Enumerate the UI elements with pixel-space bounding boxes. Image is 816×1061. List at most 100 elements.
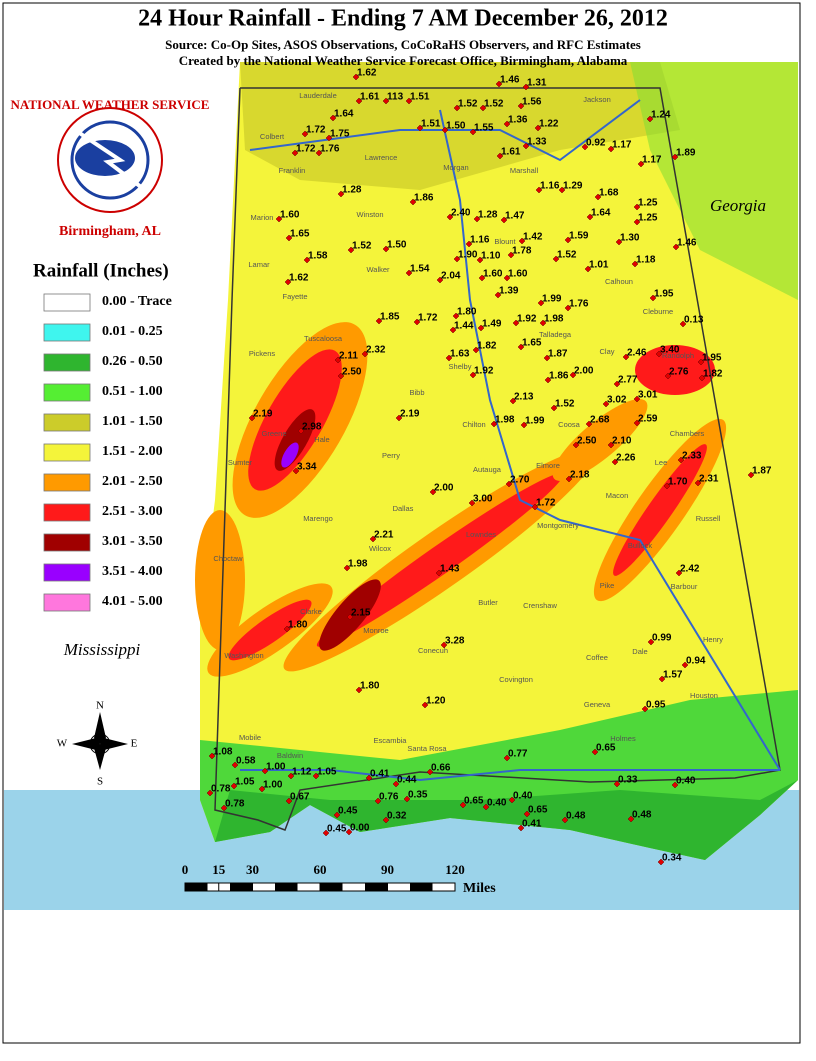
station-marker	[230, 782, 238, 790]
map-layer: Lauderdale Colbert Franklin Lawrence Morgan J…	[43, 68, 772, 896]
station-marker	[374, 797, 382, 805]
station-marker	[405, 269, 413, 277]
station-marker	[633, 395, 641, 403]
county-label: Bullock	[628, 541, 652, 550]
station-value: 1.51	[410, 92, 430, 103]
station-marker	[421, 701, 429, 709]
station-marker	[355, 686, 363, 694]
river	[439, 109, 781, 771]
scale-segment	[410, 883, 433, 891]
station-marker	[446, 213, 454, 221]
title: 24 Hour Rainfall - Ending 7 AM December …	[138, 6, 668, 32]
station-value: 1.24	[651, 110, 671, 121]
station-marker	[469, 128, 477, 136]
station-value: 1.62	[289, 273, 309, 284]
station-value: 1.52	[484, 99, 504, 110]
station-marker	[537, 299, 545, 307]
station-marker	[449, 326, 457, 334]
station-marker	[637, 160, 645, 168]
county-label: Lawrence	[365, 153, 398, 162]
station-value: 0.65	[464, 796, 484, 807]
station-value: 1.51	[421, 119, 441, 130]
heavy-bands	[195, 322, 727, 677]
river	[249, 99, 641, 162]
station-marker	[613, 780, 621, 788]
county-label: Fayette	[282, 292, 307, 301]
station-marker	[594, 193, 602, 201]
station-marker	[382, 97, 390, 105]
station-value: 1.12	[292, 767, 312, 778]
station-value: 3.28	[445, 636, 465, 647]
station-marker	[569, 371, 577, 379]
station-value: 3.02	[607, 395, 627, 406]
station-value: 0.94	[686, 656, 706, 667]
station-value: 1.22	[539, 119, 559, 130]
station-value: 2.19	[253, 409, 273, 420]
station-marker	[445, 354, 453, 362]
legend-swatch	[43, 383, 91, 402]
compass-label: N	[96, 700, 104, 712]
station-value: 2.46	[627, 348, 647, 359]
scale-label: 90	[381, 862, 394, 877]
station-value: 0.35	[408, 790, 428, 801]
station-marker	[508, 796, 516, 804]
station-marker	[677, 456, 685, 464]
county-label: Dale	[632, 647, 647, 656]
station-marker	[503, 274, 511, 282]
station-value: 1.87	[548, 349, 568, 360]
station-marker	[657, 858, 665, 866]
station-value: 1.60	[483, 269, 503, 280]
station-marker	[436, 276, 444, 284]
county-label: Macon	[606, 491, 629, 500]
station-marker	[647, 638, 655, 646]
station-value: 1.65	[290, 229, 310, 240]
compass-label: W	[57, 738, 68, 750]
station-marker	[347, 246, 355, 254]
state-boundary	[214, 87, 781, 831]
station-marker	[291, 149, 299, 157]
station-value: 1.39	[499, 286, 519, 297]
station-value: 113	[387, 92, 404, 103]
legend-label: 0.51 - 1.00	[102, 384, 163, 399]
legend-label: 2.01 - 2.50	[102, 474, 163, 489]
county-label: Barbour	[671, 582, 698, 591]
station-value: 1.76	[320, 144, 340, 155]
county-label: Coosa	[558, 420, 581, 429]
county-label: Escambia	[374, 736, 408, 745]
station-value: 1.60	[508, 269, 528, 280]
station-marker	[440, 641, 448, 649]
station-value: 1.90	[458, 250, 478, 261]
county-label: Lauderdale	[299, 91, 337, 100]
county-label: Montgomery	[537, 521, 579, 530]
station-marker	[633, 203, 641, 211]
station-marker	[611, 458, 619, 466]
county-label: Morgan	[443, 163, 468, 172]
station-value: 1.75	[330, 129, 350, 140]
station-value: 2.00	[574, 366, 594, 377]
county-label: Lee	[655, 458, 668, 467]
station-value: 2.77	[618, 375, 638, 386]
station-marker	[303, 256, 311, 264]
station-marker	[452, 312, 460, 320]
legend-swatch	[43, 503, 91, 522]
station-marker	[382, 245, 390, 253]
county-label: Henry	[703, 635, 723, 644]
station-marker	[468, 499, 476, 507]
county-label: Randolph	[662, 351, 694, 360]
station-marker	[535, 186, 543, 194]
station-value: 1.80	[288, 620, 308, 631]
station-marker	[517, 102, 525, 110]
county-label: Crenshaw	[523, 601, 557, 610]
scale-unit: Miles	[463, 881, 496, 896]
station-marker	[248, 414, 256, 422]
station-marker	[500, 216, 508, 224]
station-value: 2.15	[351, 608, 371, 619]
scale-segment	[365, 883, 388, 891]
county-label: Clarke	[300, 607, 322, 616]
station-value: 0.66	[431, 763, 451, 774]
station-value: 1.31	[527, 78, 547, 89]
county-label: Covington	[499, 675, 533, 684]
station-marker	[285, 797, 293, 805]
station-marker	[627, 815, 635, 823]
